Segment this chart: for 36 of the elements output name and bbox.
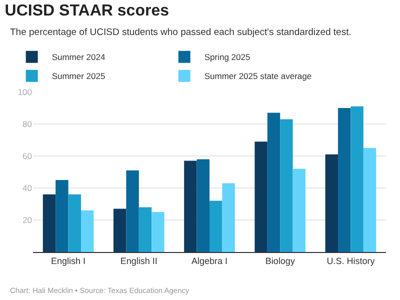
bar bbox=[338, 108, 351, 252]
bar bbox=[280, 119, 293, 252]
bar bbox=[126, 170, 139, 252]
bar bbox=[56, 180, 68, 252]
bar bbox=[254, 142, 268, 252]
bar bbox=[42, 194, 56, 252]
legend-label: Summer 2025 state average bbox=[204, 71, 312, 82]
x-tick-label: Biology bbox=[265, 256, 296, 266]
y-tick-label: 40 bbox=[22, 182, 32, 193]
bar bbox=[196, 159, 210, 252]
chart-subtitle: The percentage of UCISD students who passed each subject's standardized test. bbox=[10, 27, 352, 38]
bar bbox=[210, 200, 222, 252]
bar bbox=[325, 154, 338, 252]
bar bbox=[152, 212, 164, 252]
y-tick-label: 80 bbox=[22, 118, 32, 129]
bar bbox=[222, 183, 235, 252]
bar bbox=[350, 106, 364, 252]
bar bbox=[113, 208, 126, 252]
bar bbox=[138, 207, 152, 252]
bar bbox=[81, 210, 94, 252]
x-tick-label: English I bbox=[51, 256, 86, 266]
bar bbox=[292, 168, 306, 252]
y-tick-label: 20 bbox=[22, 214, 32, 225]
legend-label: Summer 2025 bbox=[52, 71, 106, 82]
y-tick-label: 100 bbox=[18, 86, 32, 97]
x-tick-label: Algebra I bbox=[191, 256, 228, 266]
chart-title: UCISD STAAR scores bbox=[4, 2, 170, 20]
legend-label: Summer 2024 bbox=[52, 52, 106, 62]
legend-label: Spring 2025 bbox=[204, 52, 250, 62]
bar bbox=[267, 112, 280, 252]
bar bbox=[184, 160, 197, 252]
x-tick-label: U.S. History bbox=[326, 256, 376, 266]
y-tick-label: 60 bbox=[22, 150, 32, 161]
bar bbox=[68, 194, 82, 252]
bar bbox=[363, 148, 376, 252]
x-tick-label: English II bbox=[120, 256, 158, 266]
